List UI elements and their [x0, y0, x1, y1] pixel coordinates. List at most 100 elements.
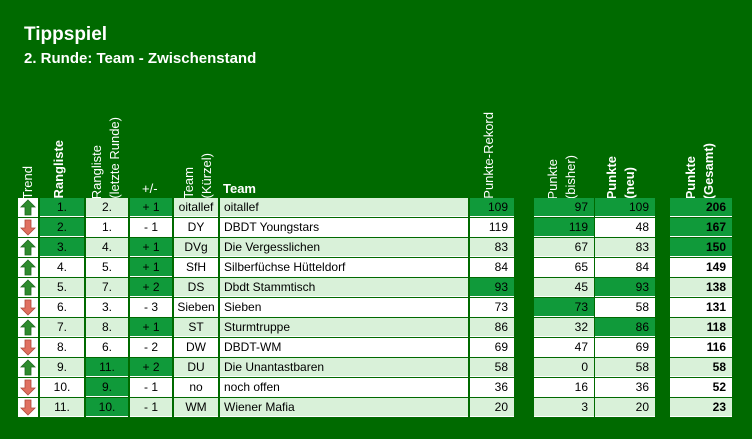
header-rangliste-letzte: Rangliste [89, 145, 104, 199]
table-row: 6. 3. - 3 Sieben Sieben 73 73 58 131 [0, 298, 752, 318]
trend-down-icon [20, 379, 36, 396]
cell-bisher: 65 [534, 258, 594, 277]
cell-rang: 3. [40, 238, 84, 257]
trend-down-icon [20, 219, 36, 236]
cell-rang: 10. [40, 378, 84, 397]
table-row: 5. 7. + 2 DS Dbdt Stammtisch 93 45 93 138 [0, 278, 752, 298]
cell-pm: + 1 [130, 238, 172, 257]
cell-kurz: DW [174, 338, 218, 357]
cell-team: Wiener Mafia [220, 398, 468, 417]
cell-rang: 7. [40, 318, 84, 337]
cell-gesamt: 150 [670, 238, 732, 257]
cell-pm: - 1 [130, 398, 172, 417]
cell-pm: + 1 [130, 258, 172, 277]
cell-letzte: 7. [86, 278, 128, 297]
trend-cell [18, 338, 38, 357]
header-punkte-bisher-sub: (bisher) [563, 154, 578, 199]
cell-rekord: 93 [470, 278, 514, 297]
header-team: Team [223, 181, 256, 196]
cell-rang: 6. [40, 298, 84, 317]
trend-cell [18, 318, 38, 337]
cell-letzte: 6. [86, 338, 128, 357]
cell-rekord: 84 [470, 258, 514, 277]
cell-gesamt: 138 [670, 278, 732, 297]
trend-up-icon [20, 259, 36, 276]
cell-neu: 83 [595, 238, 655, 257]
cell-rekord: 86 [470, 318, 514, 337]
cell-kurz: DS [174, 278, 218, 297]
cell-rekord: 58 [470, 358, 514, 377]
cell-neu: 109 [595, 198, 655, 217]
cell-rang: 2. [40, 218, 84, 237]
trend-cell [18, 358, 38, 377]
cell-pm: + 1 [130, 318, 172, 337]
cell-team: Sturmtruppe [220, 318, 468, 337]
trend-cell [18, 198, 38, 217]
cell-rekord: 73 [470, 298, 514, 317]
cell-rekord: 109 [470, 198, 514, 217]
cell-gesamt: 131 [670, 298, 732, 317]
cell-kurz: no [174, 378, 218, 397]
cell-neu: 86 [595, 318, 655, 337]
cell-pm: - 1 [130, 218, 172, 237]
cell-kurz: ST [174, 318, 218, 337]
trend-cell [18, 258, 38, 277]
header-trend: Trend [20, 165, 35, 199]
cell-neu: 20 [595, 398, 655, 417]
cell-bisher: 97 [534, 198, 594, 217]
cell-gesamt: 52 [670, 378, 732, 397]
trend-down-icon [20, 399, 36, 416]
cell-kurz: Sieben [174, 298, 218, 317]
cell-kurz: DY [174, 218, 218, 237]
cell-bisher: 3 [534, 398, 594, 417]
table-row: 1. 2. + 1 oitallef oitallef 109 97 109 206 [0, 198, 752, 218]
cell-letzte: 5. [86, 258, 128, 277]
cell-bisher: 47 [534, 338, 594, 357]
cell-rekord: 83 [470, 238, 514, 257]
table-row: 4. 5. + 1 SfH Silberfüchse Hütteldorf 84 65 84 1… [0, 258, 752, 278]
trend-down-icon [20, 299, 36, 316]
cell-bisher: 0 [534, 358, 594, 377]
header-team-kurz: Team [181, 167, 196, 199]
trend-up-icon [20, 279, 36, 296]
trend-up-icon [20, 199, 36, 216]
cell-gesamt: 149 [670, 258, 732, 277]
trend-cell [18, 378, 38, 397]
cell-rekord: 119 [470, 218, 514, 237]
table-row: 3. 4. + 1 DVg Die Vergesslichen 83 67 83 150 [0, 238, 752, 258]
trend-cell [18, 278, 38, 297]
page-subtitle: 2. Runde: Team - Zwischenstand [24, 50, 257, 67]
cell-gesamt: 23 [670, 398, 732, 417]
header-rangliste-letzte-sub: (letzte Runde) [107, 117, 122, 199]
trend-cell [18, 298, 38, 317]
trend-up-icon [20, 319, 36, 336]
page-title: Tippspiel [24, 24, 108, 45]
table-row: 11. 10. - 1 WM Wiener Mafia 20 3 20 23 [0, 398, 752, 418]
cell-rang: 4. [40, 258, 84, 277]
header-punkte-gesamt: Punkte [683, 155, 698, 199]
header-punkte-neu: Punkte [604, 155, 619, 199]
cell-bisher: 119 [534, 218, 594, 237]
header-team-kurz-sub: (Kürzel) [199, 153, 214, 199]
cell-rekord: 36 [470, 378, 514, 397]
cell-letzte: 4. [86, 238, 128, 257]
table-row: 10. 9. - 1 no noch offen 36 16 36 52 [0, 378, 752, 398]
cell-neu: 58 [595, 358, 655, 377]
cell-pm: - 1 [130, 378, 172, 397]
cell-neu: 58 [595, 298, 655, 317]
cell-letzte: 1. [86, 218, 128, 237]
cell-bisher: 32 [534, 318, 594, 337]
cell-gesamt: 116 [670, 338, 732, 357]
cell-letzte: 9. [86, 378, 128, 397]
cell-letzte: 8. [86, 318, 128, 337]
cell-team: Silberfüchse Hütteldorf [220, 258, 468, 277]
cell-neu: 84 [595, 258, 655, 277]
table-row: 9. 11. + 2 DU Die Unantastbaren 58 0 58 58 [0, 358, 752, 378]
cell-bisher: 16 [534, 378, 594, 397]
cell-pm: + 1 [130, 198, 172, 217]
cell-kurz: DVg [174, 238, 218, 257]
cell-letzte: 11. [86, 358, 128, 377]
cell-rang: 8. [40, 338, 84, 357]
header-punkte-neu-sub: (neu) [622, 167, 637, 199]
cell-rekord: 69 [470, 338, 514, 357]
